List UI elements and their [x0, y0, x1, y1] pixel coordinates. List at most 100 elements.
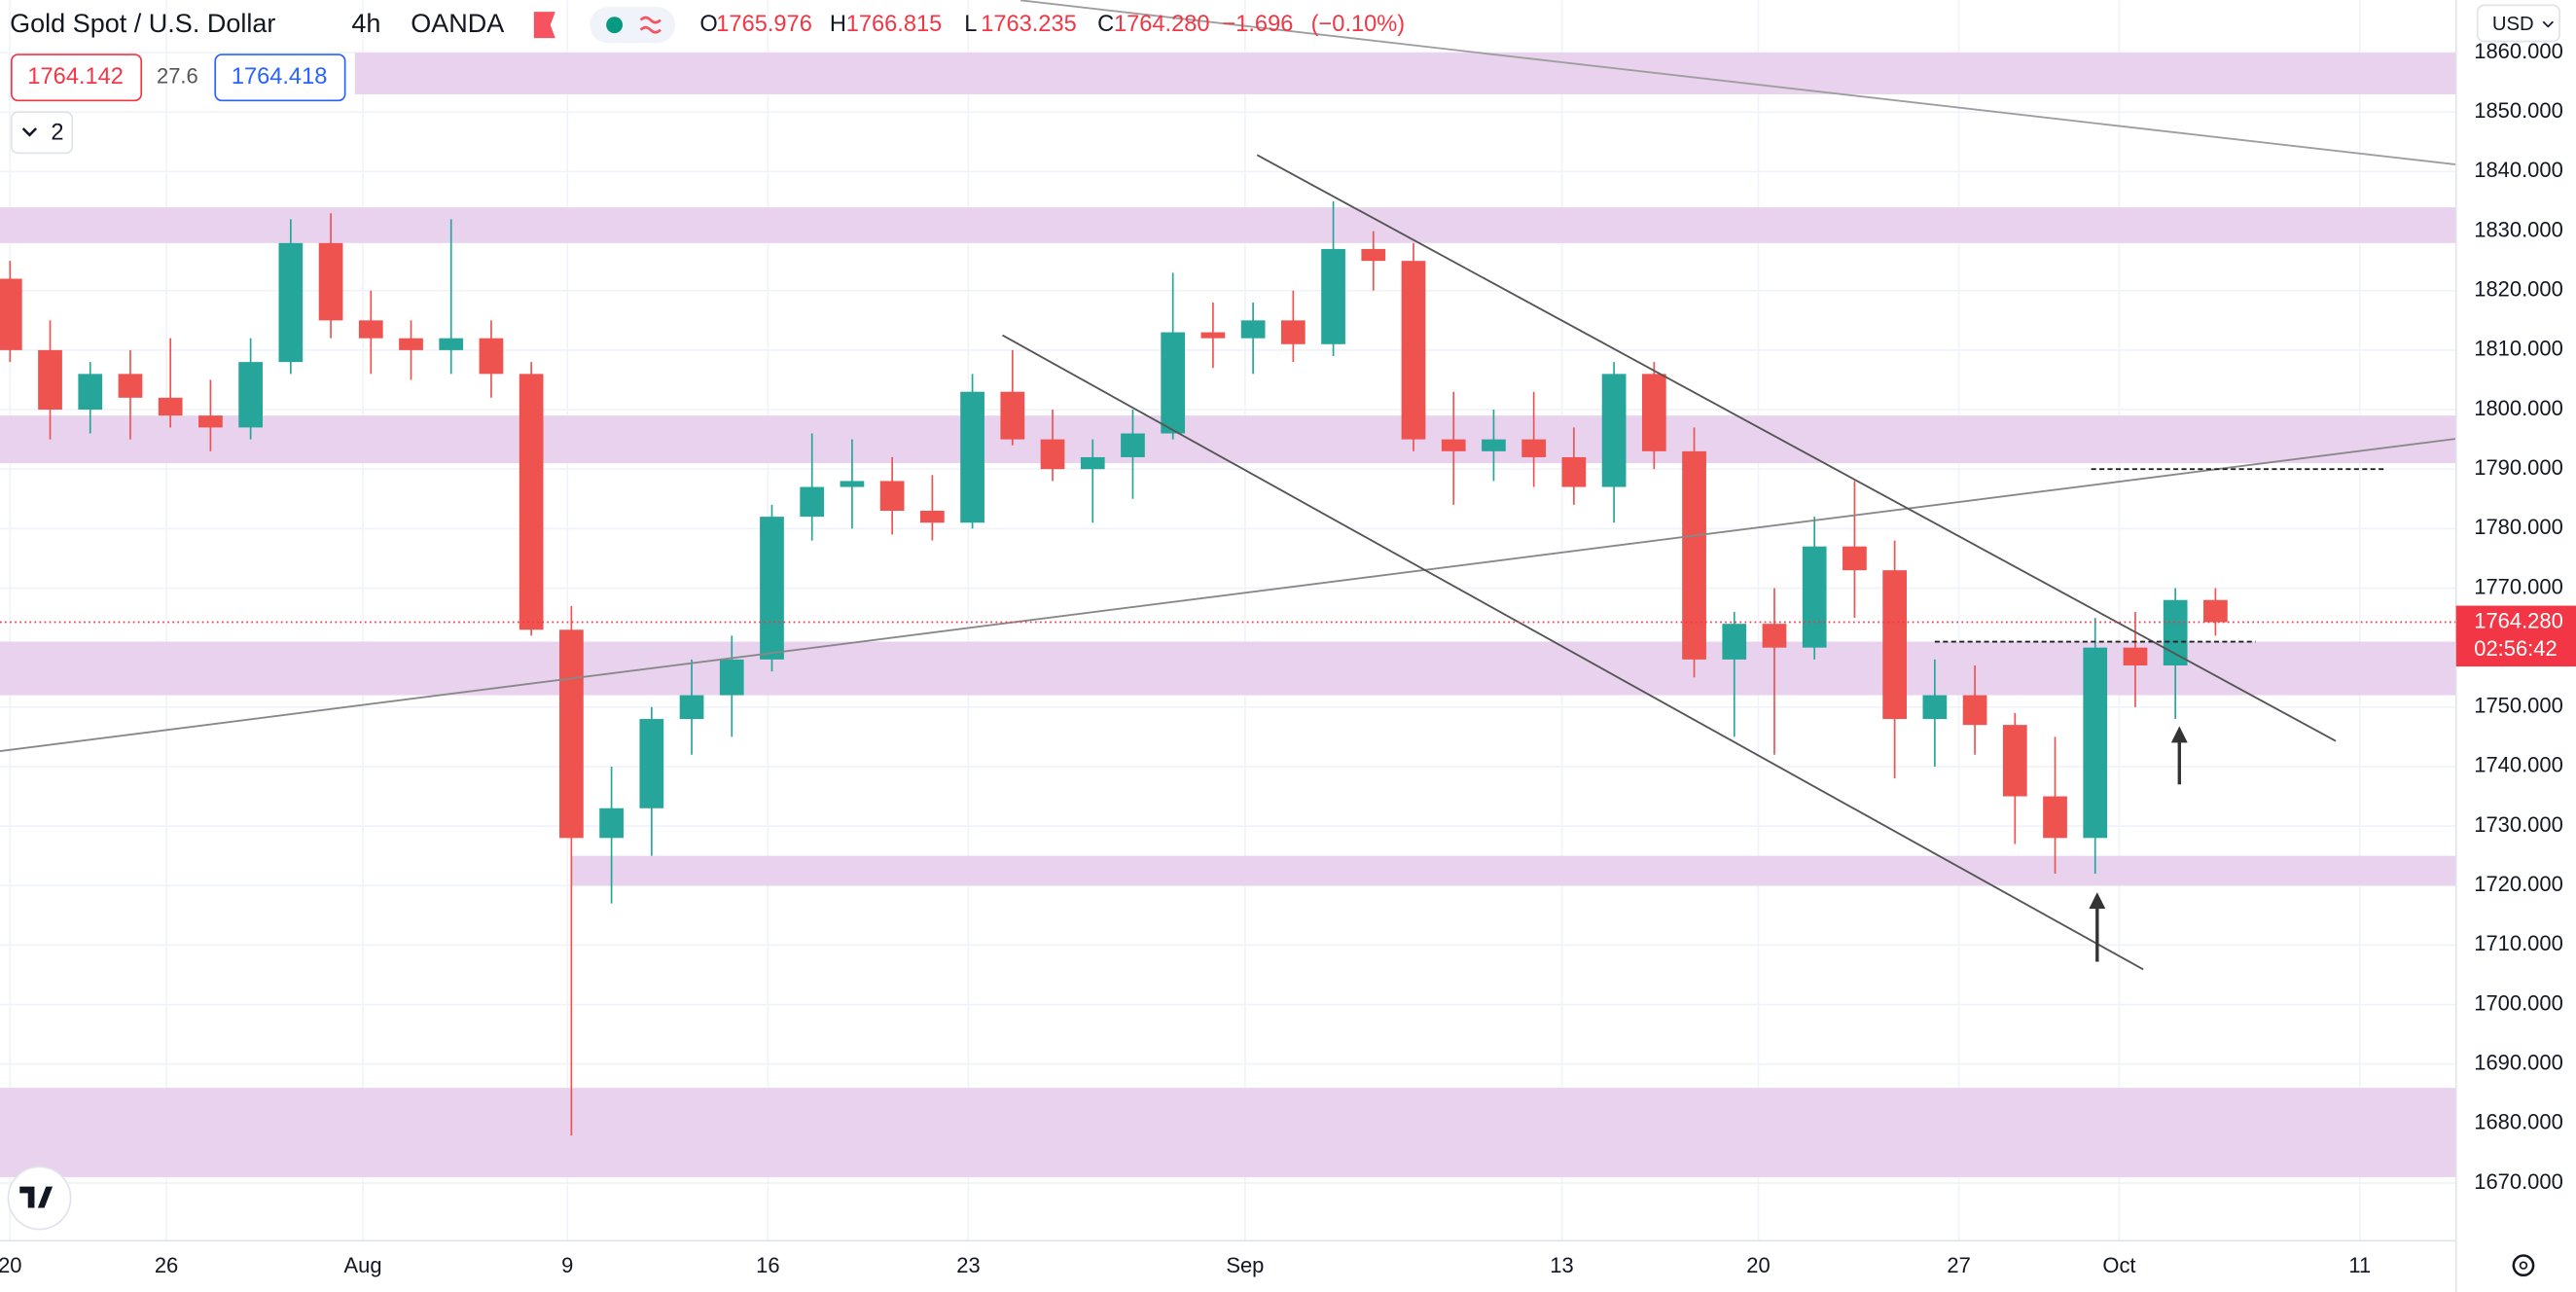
candle-body — [1641, 374, 1666, 451]
y-tick-label: 1810.000 — [2474, 337, 2563, 361]
candle-body — [1361, 248, 1386, 262]
candle-body — [1441, 439, 1466, 451]
candle-body — [879, 481, 905, 511]
y-tick-label: 1830.000 — [2474, 217, 2563, 241]
candle-body — [800, 486, 825, 518]
candle-body — [1000, 391, 1025, 440]
candle-body — [1521, 439, 1547, 457]
x-tick-label: 20 — [1746, 1253, 1770, 1277]
candle-body — [1321, 248, 1345, 344]
candle-body — [639, 719, 664, 808]
candle-body — [1682, 450, 1706, 660]
candle-body — [1762, 624, 1787, 648]
y-tick-label: 1790.000 — [2474, 455, 2563, 480]
y-tick-label: 1700.000 — [2474, 990, 2563, 1015]
interval: 4h — [351, 9, 380, 38]
y-tick-label: 1690.000 — [2474, 1051, 2563, 1075]
candle-body — [559, 629, 584, 839]
ohlc-key: C — [1097, 12, 1114, 37]
last-price-label: 1764.280 — [2474, 608, 2563, 632]
candle-body — [78, 374, 103, 411]
x-tick-label: 27 — [1947, 1253, 1970, 1277]
ask[interactable]: 1764.418 — [232, 64, 328, 90]
y-tick-label: 1840.000 — [2474, 158, 2563, 182]
candle-body — [719, 659, 744, 696]
countdown: 02:56:42 — [2474, 636, 2557, 661]
currency-button[interactable] — [2476, 4, 2560, 43]
candle-body — [318, 242, 343, 321]
candle-body — [1561, 456, 1587, 487]
chevron — [2542, 20, 2554, 28]
candle-body — [278, 242, 304, 363]
y-tick-label: 1770.000 — [2474, 574, 2563, 598]
ohlc-value: 1764.280 — [1114, 12, 1210, 37]
ohlc-key: H — [830, 12, 846, 37]
candle-body — [1802, 546, 1827, 648]
candle-body — [358, 320, 383, 339]
x-tick-label: Oct — [2102, 1253, 2135, 1277]
ask-box[interactable] — [214, 54, 346, 102]
x-tick-label: 9 — [561, 1253, 573, 1277]
ohlc-key: L — [964, 12, 977, 37]
candle-body — [2123, 647, 2148, 665]
header: Gold Spot / U.S. Dollar 4h OANDA O1765.9… — [10, 7, 1406, 155]
candle-body — [479, 338, 504, 375]
candle-body — [1280, 320, 1306, 344]
y-tick-label: 1780.000 — [2474, 515, 2563, 539]
ohlc-value: 1766.815 — [846, 12, 943, 37]
indicator-count[interactable]: 2 — [51, 120, 63, 145]
candle-body — [1200, 332, 1226, 339]
candle-body — [1601, 374, 1627, 487]
candle-body — [1080, 456, 1105, 470]
y-tick-label: 1730.000 — [2474, 812, 2563, 837]
candle-body — [1121, 433, 1145, 457]
x-tick-label: 11 — [2348, 1253, 2371, 1277]
zone — [0, 641, 2456, 696]
x-tick-label: 23 — [956, 1253, 980, 1277]
y-tick-label: 1680.000 — [2474, 1110, 2563, 1134]
ohlc-value: 1765.976 — [716, 12, 812, 37]
status-dot — [606, 17, 624, 34]
bid-box[interactable] — [10, 54, 143, 102]
bid[interactable]: 1764.142 — [27, 64, 124, 90]
change: −1.696 — [1222, 12, 1293, 37]
y-tick-label: 1670.000 — [2474, 1169, 2563, 1194]
candle-body — [399, 338, 423, 350]
ohlc-value: 1763.235 — [981, 12, 1077, 37]
candle-body — [1482, 439, 1506, 451]
candle-body — [158, 397, 183, 416]
candle-body — [1962, 695, 1987, 726]
candle-body — [1401, 261, 1426, 440]
x-tick-label: 20 — [0, 1253, 22, 1277]
ohlc-key: O — [699, 12, 717, 37]
y-tick-label: 1860.000 — [2474, 39, 2563, 63]
y-tick-label: 1850.000 — [2474, 98, 2563, 123]
candle-body — [519, 374, 544, 630]
last-price-box — [2455, 605, 2576, 667]
indicator-pill[interactable] — [590, 7, 676, 44]
candle-body — [118, 374, 143, 398]
candle-body — [2083, 647, 2108, 839]
zone — [0, 1088, 2456, 1177]
chevron — [21, 127, 38, 137]
candle-body — [439, 338, 464, 350]
candle-body — [1722, 624, 1747, 660]
change-pct: (−0.10%) — [1311, 12, 1406, 37]
candle-body — [238, 362, 263, 428]
currency[interactable]: USD — [2492, 14, 2534, 35]
candle-body — [1843, 546, 1867, 571]
candle-body — [1040, 439, 1065, 470]
symbol: Gold Spot / U.S. Dollar — [10, 9, 275, 38]
flag-icon[interactable] — [533, 12, 555, 39]
candle-body — [599, 808, 624, 839]
settings-icon[interactable] — [2512, 1254, 2535, 1277]
x-tick-label: 16 — [756, 1253, 779, 1277]
candle-body — [2203, 599, 2228, 623]
candle-body — [0, 278, 22, 350]
y-tick-label: 1750.000 — [2474, 694, 2563, 718]
candle-body — [1922, 695, 1948, 720]
collapse-button[interactable] — [10, 111, 74, 155]
candle-body — [2002, 725, 2027, 797]
candle-body — [679, 695, 704, 720]
